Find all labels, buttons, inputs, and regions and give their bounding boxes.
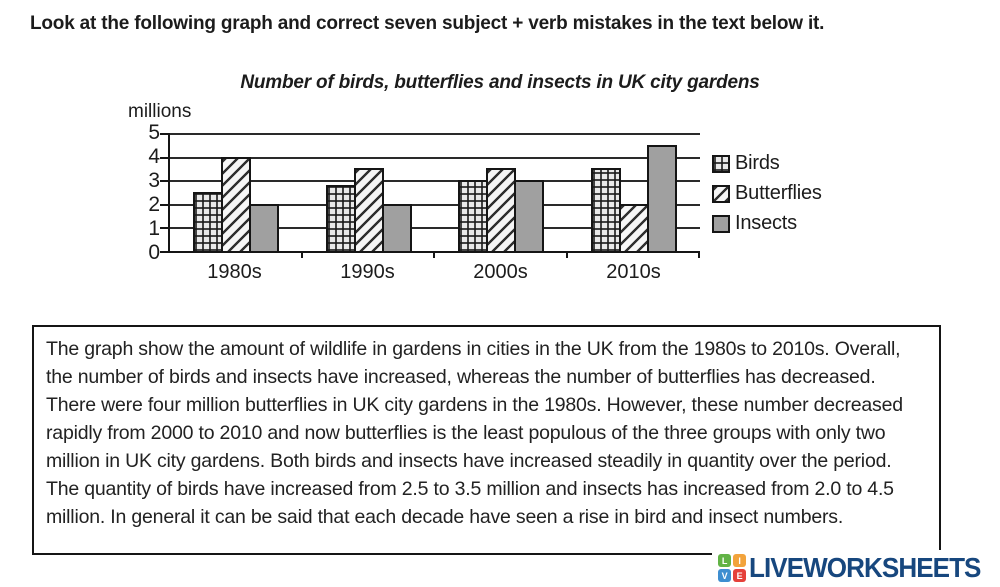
bar-group-1990s — [303, 133, 436, 251]
legend-label-birds: Birds — [735, 152, 780, 174]
x-tick-1 — [300, 251, 303, 258]
y-tick-5 — [160, 133, 170, 135]
x-label-1990s: 1990s — [340, 261, 395, 283]
legend-item-butterflies: Butterflies — [712, 182, 822, 205]
bar-birds-2000s — [458, 180, 489, 251]
logo-tile-l: L — [718, 554, 732, 567]
y-tick-1 — [160, 227, 170, 230]
legend-swatch-insects — [712, 214, 730, 233]
bar-butterflies-1990s — [353, 168, 384, 251]
y-tick-4 — [160, 156, 170, 159]
instruction-text: Look at the following graph and correct … — [30, 13, 825, 34]
y-tick-label-2: 2 — [148, 193, 160, 216]
bar-chart-plot-area — [160, 133, 700, 258]
x-tick-3 — [565, 251, 568, 258]
bar-group-1980s — [170, 133, 303, 251]
gridline-4 — [170, 156, 700, 159]
y-tick-label-3: 3 — [148, 169, 160, 192]
x-label-1980s: 1980s — [207, 261, 262, 283]
bar-insects-2010s — [646, 144, 677, 251]
y-tick-3 — [160, 180, 170, 183]
bar-birds-2010s — [590, 168, 621, 251]
bar-group-2010s — [568, 133, 701, 251]
y-axis-unit-label: millions — [128, 101, 192, 122]
y-tick-label-0: 0 — [148, 241, 160, 264]
x-label-2010s: 2010s — [606, 261, 661, 283]
x-tick-2 — [433, 251, 435, 258]
legend-item-birds: Birds — [712, 152, 822, 175]
bar-insects-1980s — [249, 203, 280, 251]
logo-tile-v: V — [718, 569, 732, 582]
gridline-5 — [170, 133, 700, 135]
bar-groups — [170, 133, 700, 251]
liveworksheets-logo-text: LIVEWORKSHEETS — [749, 552, 981, 583]
x-axis-labels: 1980s 1990s 2000s 2010s — [168, 261, 700, 284]
legend-swatch-birds — [712, 154, 730, 173]
y-tick-2 — [160, 203, 170, 206]
x-label-2000s: 2000s — [473, 261, 528, 283]
legend-swatch-butterflies — [712, 184, 730, 203]
bar-butterflies-1980s — [221, 156, 252, 251]
passage-box: The graph show the amount of wildlife in… — [32, 325, 941, 555]
y-tick-label-1: 1 — [148, 217, 160, 240]
gridline-3 — [170, 180, 700, 183]
bar-insects-2000s — [514, 180, 545, 251]
y-tick-label-4: 4 — [148, 145, 160, 168]
y-tick-0 — [160, 251, 170, 253]
bar-birds-1990s — [325, 184, 356, 251]
bar-insects-1990s — [381, 203, 412, 251]
logo-tile-i: I — [733, 554, 747, 567]
gridline-2 — [170, 203, 700, 206]
chart-legend: Birds Butterflies Insects — [712, 152, 822, 235]
passage-text: The graph show the amount of wildlife in… — [46, 338, 903, 528]
bar-birds-1980s — [193, 192, 224, 251]
legend-label-insects: Insects — [735, 212, 797, 234]
bar-butterflies-2000s — [486, 168, 517, 251]
gridline-1 — [170, 227, 700, 230]
x-tick-4 — [698, 251, 700, 258]
legend-item-insects: Insects — [712, 212, 822, 235]
logo-tile-e: E — [733, 569, 747, 582]
y-tick-label-5: 5 — [148, 121, 160, 144]
chart-title: Number of birds, butterflies and insects… — [240, 72, 760, 93]
legend-label-butterflies: Butterflies — [735, 182, 822, 204]
bar-butterflies-2010s — [618, 203, 649, 251]
bar-group-2000s — [435, 133, 568, 251]
